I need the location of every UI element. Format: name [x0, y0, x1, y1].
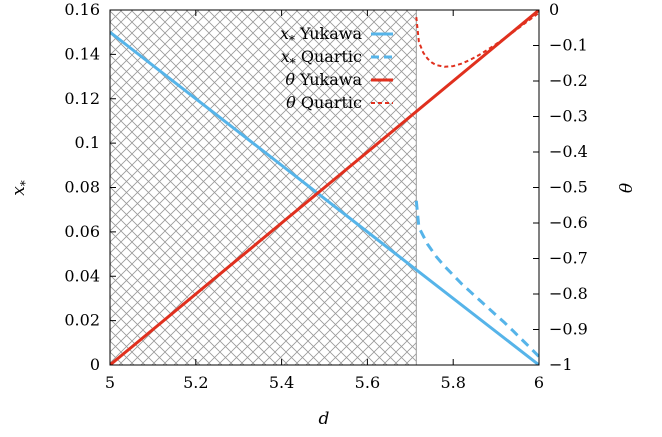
legend-sub: * [289, 33, 295, 47]
x-tick-label: 5.8 [440, 373, 465, 392]
series-line-2 [110, 10, 539, 365]
legend-var: x [281, 47, 290, 66]
y-right-tick-label: −0.9 [549, 320, 588, 339]
y-right-tick-label: −0.8 [549, 284, 588, 303]
x-tick-label: 6 [534, 373, 544, 392]
series-layer [110, 10, 539, 365]
series-line-3 [415, 11, 539, 68]
hatch-fill [110, 10, 417, 365]
y-left-tick-label: 0.02 [64, 311, 100, 330]
legend-text: Quartic [296, 93, 362, 112]
x-tick-label: 5.2 [183, 373, 208, 392]
legend-label-0: x* Yukawa [280, 24, 363, 47]
y-right-tick-label: 0 [549, 0, 559, 19]
y-left-tick-label: 0.12 [64, 89, 100, 108]
y-left-tick-label: 0.08 [64, 178, 100, 197]
y-left-tick-label: 0.14 [64, 44, 100, 63]
y-left-axis-label-var: x [9, 186, 29, 196]
y-left-tick-label: 0.06 [64, 222, 100, 241]
legend-var: θ [285, 70, 295, 89]
legend-var: θ [286, 93, 296, 112]
y-right-tick-label: −0.7 [549, 249, 588, 268]
y-right-tick-label: −0.1 [549, 36, 588, 55]
y-left-tick-label: 0.16 [64, 0, 100, 19]
hatched-region [110, 10, 417, 365]
x-tick-label: 5.6 [355, 373, 380, 392]
y-left-tick-label: 0.1 [75, 133, 100, 152]
y-left-axis-label: x* [9, 180, 32, 196]
y-left-tick-label: 0.04 [64, 266, 100, 285]
legend-label-2: θ Yukawa [285, 70, 362, 89]
y-right-tick-label: −0.3 [549, 107, 588, 126]
x-axis-label: d [319, 409, 330, 429]
y-right-tick-label: −0.6 [549, 213, 588, 232]
y-left-axis-label-sub: * [18, 180, 32, 186]
y-left-tick-label: 0 [90, 355, 100, 374]
legend-label-1: x* Quartic [281, 47, 362, 70]
y-right-axis-label: θ [617, 183, 637, 193]
y-right-tick-label: −0.4 [549, 142, 588, 161]
legend-text: Yukawa [295, 24, 362, 43]
series-line-1 [414, 200, 539, 358]
legend-text: Quartic [296, 47, 362, 66]
legend-label-3: θ Quartic [286, 93, 362, 112]
y-right-tick-label: −1 [549, 355, 573, 374]
x-tick-label: 5.4 [269, 373, 294, 392]
ticks-layer [109, 9, 540, 366]
legend-var: x [280, 24, 289, 43]
series-line-0 [110, 31, 539, 365]
legend-text: Yukawa [295, 70, 362, 89]
y-right-tick-label: −0.2 [549, 71, 588, 90]
legend-sub: * [290, 56, 296, 70]
tick-labels: 5 5.2 5.4 5.6 5.8 6 0 0.02 0.04 0.06 0.08 0.1 0.12 0.… [64, 0, 587, 392]
y-right-tick-label: −0.5 [549, 178, 588, 197]
x-tick-label: 5 [105, 373, 115, 392]
